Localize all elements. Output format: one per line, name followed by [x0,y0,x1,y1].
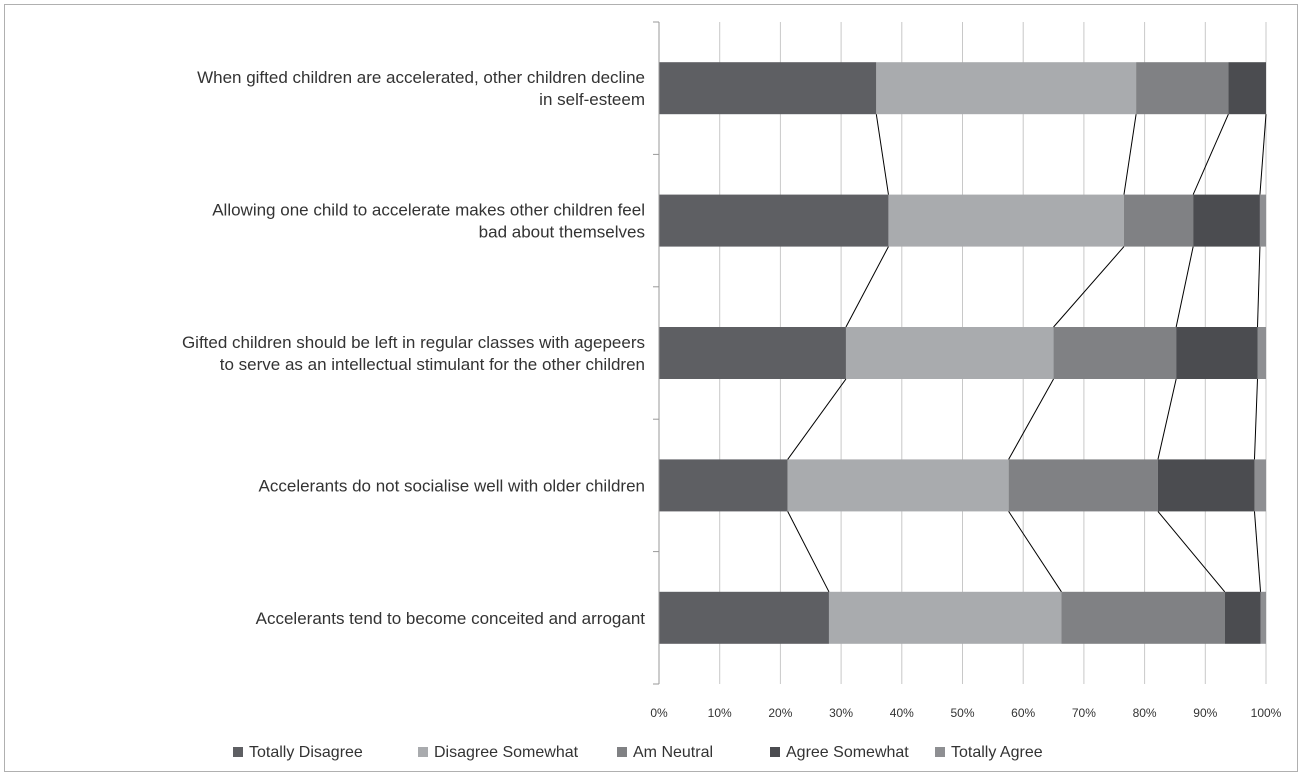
bar-segment [1008,459,1158,512]
legend-swatch [233,747,243,757]
connector-line [1157,378,1177,460]
x-tick-label: 20% [768,706,792,720]
connector-line [1157,511,1226,593]
legend-label: Am Neutral [633,744,713,761]
connector-line [787,511,830,593]
legend-label: Agree Somewhat [786,744,909,761]
legend-label: Totally Disagree [249,744,363,761]
bar-segment [1260,591,1266,644]
connector-line [1192,113,1229,195]
connector-line [1253,511,1262,592]
legend-swatch [770,747,780,757]
category-label: to serve as an intellectual stimulant fo… [220,355,645,374]
bar-segment [828,591,1062,644]
connector-line [1253,378,1259,460]
connector-line [845,246,889,328]
connector-line [1008,511,1062,593]
category-label: in self-esteem [539,90,645,109]
category-label: Accelerants do not socialise well with o… [259,476,645,495]
bar-segment [1061,591,1225,644]
legend-swatch [935,747,945,757]
bar-segment [888,194,1124,247]
x-tick-label: 40% [890,706,914,720]
legend-label: Totally Agree [951,744,1043,761]
chart-frame [4,4,1298,772]
x-tick-label: 100% [1251,706,1282,720]
bar-segment [659,591,829,644]
series-connector-lines [787,113,1267,593]
connector-line [1175,246,1194,328]
x-tick-labels: 0% 10% 20% 30% 40% 50% 60% 70% 80% 90% 100% [650,706,1281,720]
category-label: Gifted children should be left in regula… [182,333,645,352]
category-label: Allowing one child to accelerate makes o… [212,201,645,220]
bar-segment [659,194,889,247]
bar-segment [1254,459,1266,512]
x-tick-label: 90% [1193,706,1217,720]
category-label: When gifted children are accelerated, ot… [197,68,645,87]
category-label: Accelerants tend to become conceited and… [256,609,646,628]
bar-segment [845,327,1054,379]
bar-segment [1257,327,1266,379]
bar-segment [1053,327,1177,379]
x-tick-label: 70% [1072,706,1096,720]
x-tick-label: 30% [829,706,853,720]
axes [653,21,660,685]
connector-line [1008,378,1054,460]
bar-segment [787,459,1009,512]
category-labels: When gifted children are accelerated, ot… [182,68,645,628]
legend-label: Disagree Somewhat [434,744,579,761]
bar-segment [1136,62,1229,115]
x-tick-label: 0% [650,706,668,720]
bar-segment [1176,327,1258,379]
connector-line [1123,114,1137,195]
legend-swatch [418,747,428,757]
connector-line [875,114,889,195]
bar-segment [1228,62,1266,115]
bar-segment [1123,194,1194,247]
bar-segment [1224,591,1261,644]
connector-line [1257,246,1261,328]
bar-segment [1193,194,1260,247]
x-tick-label: 50% [950,706,974,720]
x-tick-label: 60% [1011,706,1035,720]
bar-segment [659,62,877,115]
x-tick-label: 10% [708,706,732,720]
bar-segment [1157,459,1255,512]
bars [659,62,1266,644]
connector-line [1259,114,1267,195]
legend: Totally Disagree Disagree Somewhat Am Neut… [233,744,1043,761]
category-label: bad about themselves [479,223,645,242]
bar-segment [659,327,846,379]
bar-segment [876,62,1137,115]
bar-segment [659,459,788,512]
connector-line [787,378,847,460]
x-tick-label: 80% [1133,706,1157,720]
bar-segment [1259,194,1266,247]
legend-swatch [617,747,627,757]
connector-line [1053,246,1125,328]
